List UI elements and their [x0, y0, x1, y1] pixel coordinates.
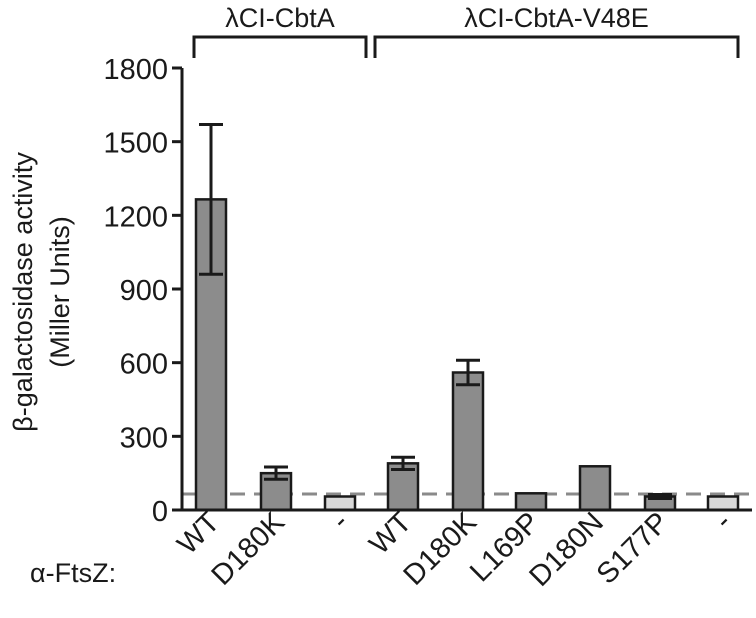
x-tick-label: D180N [523, 506, 609, 592]
y-axis-label-line1: β-galactosidase activity [8, 152, 38, 432]
y-tick-label: 1500 [103, 128, 168, 160]
bar [580, 466, 610, 510]
y-tick-label: 900 [120, 275, 168, 307]
bar [453, 372, 483, 510]
group-label: λCI-CbtA [225, 3, 335, 33]
group-label: λCI-CbtA-V48E [464, 3, 649, 33]
y-tick-label: 1800 [103, 54, 168, 86]
group-brackets: λCI-CbtA λCI-CbtA-V48E [194, 3, 738, 58]
x-tick-label: WT [171, 506, 226, 561]
x-tick-label: WT [363, 506, 418, 561]
bars [196, 124, 738, 510]
y-tick-label: 0 [152, 496, 168, 528]
bar [516, 493, 546, 510]
x-tick-label: S177P [591, 506, 675, 590]
x-tick-label: D180K [206, 506, 292, 592]
y-tick-label: 600 [120, 349, 168, 381]
x-axis-prefix: α-FtsZ: [30, 558, 116, 588]
y-tick-label: 300 [120, 422, 168, 454]
group-bracket [194, 37, 366, 58]
y-axis-label-line2: (Miller Units) [45, 216, 75, 368]
x-tick-label: D180K [398, 506, 484, 592]
group-bracket [375, 37, 738, 58]
y-tick-label: 1200 [103, 201, 168, 233]
